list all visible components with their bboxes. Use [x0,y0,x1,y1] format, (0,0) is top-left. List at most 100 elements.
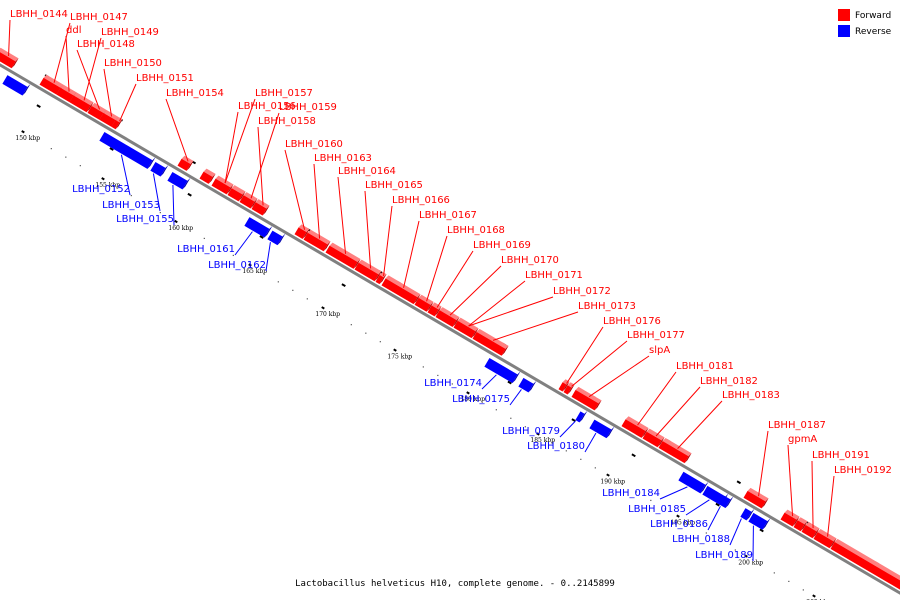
gene-forward[interactable] [813,528,837,549]
leader-line [119,83,137,122]
gene-forward[interactable] [375,271,387,285]
gene-forward[interactable] [793,517,808,532]
gene-label[interactable]: LBHH_0147 [70,12,128,23]
gene-reverse[interactable] [575,410,588,423]
gene-label[interactable]: LBHH_0182 [700,376,758,387]
gene-reverse[interactable] [589,419,615,439]
leader-line [468,280,526,327]
gene-label[interactable]: ddl [66,25,81,36]
gene-label[interactable]: LBHH_0153 [102,200,160,211]
gene-label[interactable]: LBHH_0177 [627,330,685,341]
gene-forward[interactable] [427,302,442,317]
gene-label[interactable]: LBHH_0144 [10,9,68,20]
gene-label[interactable]: LBHH_0157 [255,88,313,99]
gene-reverse[interactable] [150,161,169,177]
gene-label[interactable]: LBHH_0186 [650,519,708,530]
gene-label[interactable]: LBHH_0148 [77,39,135,50]
gene-label[interactable]: gpmA [788,434,817,445]
gene-label[interactable]: LBHH_0167 [419,210,477,221]
gene-forward[interactable] [435,307,460,327]
gene-label[interactable]: LBHH_0160 [285,139,343,150]
gene-label[interactable]: LBHH_0176 [603,316,661,327]
gene-label[interactable]: LBHH_0175 [452,394,510,405]
gene-forward[interactable] [563,382,575,395]
gene-label[interactable]: LBHH_0159 [279,102,337,113]
gene-reverse[interactable] [167,171,191,190]
gene-forward[interactable] [303,229,331,252]
gene-forward[interactable] [239,192,258,209]
gene-reverse[interactable] [267,230,286,246]
gene-reverse[interactable] [244,217,273,238]
gene-forward[interactable] [69,92,94,113]
gene-label[interactable]: LBHH_0174 [424,378,482,389]
gene-label[interactable]: LBHH_0171 [525,270,583,281]
gene-reverse[interactable] [740,508,755,521]
gene-label[interactable]: LBHH_0151 [136,73,194,84]
gene-label[interactable]: LBHH_0163 [314,153,372,164]
gene-label[interactable]: LBHH_0152 [72,184,130,195]
tick-label: 200 kbp [738,559,763,566]
gene-forward[interactable] [472,328,509,356]
tick-mark [321,306,325,310]
gene-forward[interactable] [199,168,216,184]
gene-label[interactable]: LBHH_0179 [502,426,560,437]
gene-label[interactable]: LBHH_0162 [208,260,266,271]
gene-forward[interactable] [830,538,900,591]
minor-tick [524,426,526,428]
gene-label[interactable]: LBHH_0188 [672,534,730,545]
gene-forward[interactable] [381,275,421,305]
gene-forward[interactable] [453,317,479,339]
gene-label[interactable]: slpA [649,345,670,356]
gene-reverse[interactable] [99,132,156,169]
gene-label[interactable]: LBHH_0161 [177,244,235,255]
gene-forward[interactable] [354,259,382,282]
gene-label[interactable]: LBHH_0165 [365,180,423,191]
gene-label[interactable]: LBHH_0181 [676,361,734,372]
gene-bevel-end [86,102,94,113]
gene-forward[interactable] [571,386,602,411]
gene-label[interactable]: LBHH_0170 [501,255,559,266]
gene-forward[interactable] [642,428,665,448]
gene-label[interactable]: LBHH_0172 [553,286,611,297]
gene-label[interactable]: LBHH_0189 [695,550,753,561]
gene-label[interactable]: LBHH_0164 [338,166,396,177]
gene-label[interactable]: LBHH_0168 [447,225,505,236]
gene-label[interactable]: LBHH_0185 [628,504,686,515]
gene-reverse[interactable] [748,512,771,530]
gene-label[interactable]: LBHH_0169 [473,240,531,251]
gene-label[interactable]: LBHH_0187 [768,420,826,431]
gene-body [743,490,766,509]
gene-reverse[interactable] [2,75,31,96]
gene-label[interactable]: LBHH_0158 [258,116,316,127]
gene-label[interactable]: LBHH_0183 [722,390,780,401]
gene-label[interactable]: LBHH_0191 [812,450,870,461]
gene-label[interactable]: LBHH_0192 [834,465,892,476]
gene-forward[interactable] [227,185,246,202]
gene-forward[interactable] [414,294,434,312]
gene-forward[interactable] [658,437,692,464]
gene-reverse[interactable] [518,377,537,393]
gene-reverse[interactable] [484,357,521,384]
gene-label[interactable]: LBHH_0156 [238,101,296,112]
gene-label[interactable]: LBHH_0173 [578,301,636,312]
tick-label: 165 kbp [242,268,267,275]
gene-label[interactable]: LBHH_0149 [101,27,159,38]
gene-forward[interactable] [743,487,769,509]
gene-forward[interactable] [177,155,194,171]
gene-label[interactable]: LBHH_0166 [392,195,450,206]
gene-label[interactable]: LBHH_0155 [116,214,174,225]
gene-reverse[interactable] [678,471,709,494]
gene-reverse[interactable] [719,495,734,509]
gene-forward[interactable] [558,379,570,392]
gene-label[interactable]: LBHH_0180 [527,441,585,452]
gene-bevel-end [262,205,270,216]
gene-label[interactable]: LBHH_0184 [602,488,660,499]
gene-forward[interactable] [621,416,649,438]
gene-label[interactable]: LBHH_0154 [166,88,224,99]
gene-forward[interactable] [211,175,234,195]
gene-body [267,230,283,246]
gene-forward[interactable] [0,47,19,69]
gene-label[interactable]: LBHH_0150 [104,58,162,69]
leader-line [584,432,597,453]
